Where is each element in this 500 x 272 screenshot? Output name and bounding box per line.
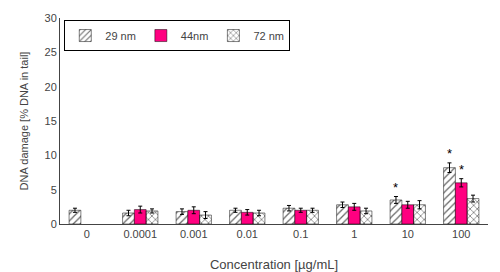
svg-text:10: 10 [402,228,414,240]
svg-text:20: 20 [45,81,57,93]
svg-text:5: 5 [51,184,57,196]
svg-text:1: 1 [351,228,357,240]
svg-text:72 nm: 72 nm [253,30,284,42]
svg-text:DNA damage [% DNA in tail]: DNA damage [% DNA in tail] [18,52,30,191]
svg-text:100: 100 [452,228,470,240]
svg-text:*: * [393,180,398,195]
svg-text:0.0001: 0.0001 [123,228,157,240]
svg-text:0.01: 0.01 [237,228,258,240]
svg-text:0.1: 0.1 [293,228,308,240]
svg-text:44nm: 44nm [181,30,209,42]
svg-text:0: 0 [84,228,90,240]
svg-text:0: 0 [51,218,57,230]
svg-text:Concentration [µg/mL]: Concentration [µg/mL] [210,257,338,272]
svg-text:15: 15 [45,115,57,127]
svg-text:25: 25 [45,46,57,58]
svg-text:29 nm: 29 nm [105,30,136,42]
svg-text:*: * [447,146,452,161]
svg-text:0.001: 0.001 [180,228,208,240]
svg-text:*: * [459,162,464,177]
svg-text:10: 10 [45,149,57,161]
svg-text:30: 30 [45,12,57,24]
